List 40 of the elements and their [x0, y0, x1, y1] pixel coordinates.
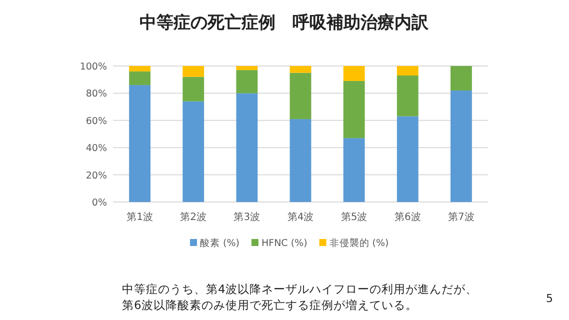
y-tick-label: 60% — [86, 116, 107, 127]
x-tick-label: 第5波 — [340, 211, 368, 223]
bar — [343, 80, 365, 138]
bar — [236, 66, 258, 70]
legend-label: 非侵襲的 (%) — [329, 237, 389, 249]
bar — [129, 66, 150, 72]
bar — [396, 66, 418, 76]
bar — [290, 66, 312, 73]
bar — [182, 66, 204, 77]
bar — [182, 101, 204, 202]
text: 中等症のうち、第4波以降ネーザルハイフローの利用が進んだが、 — [122, 282, 478, 296]
bar — [290, 119, 312, 202]
y-tick-label: 80% — [86, 88, 107, 100]
legend-label: 酸素 (%) — [200, 237, 240, 249]
bar — [450, 90, 472, 202]
x-tick-label: 第4波 — [287, 211, 314, 223]
x-tick-label: 第3波 — [234, 211, 260, 223]
x-tick-label: 第6波 — [394, 211, 421, 223]
bar — [343, 138, 365, 202]
bar — [182, 76, 204, 102]
bar — [396, 116, 418, 202]
bar — [396, 76, 418, 116]
y-tick-label: 20% — [86, 170, 107, 182]
y-tick-label: 100% — [80, 62, 107, 72]
bar — [129, 71, 150, 86]
bar — [236, 70, 258, 94]
x-tick-label: 第2波 — [180, 211, 207, 223]
bar — [343, 66, 365, 81]
bar — [450, 66, 472, 90]
y-tick-label: 40% — [86, 143, 107, 154]
y-tick-label: 0% — [92, 198, 107, 208]
x-tick-label: 第7波 — [448, 211, 474, 223]
chart-title: 中等症の死亡症例 呼吸補助治療内訳 — [140, 13, 430, 33]
bar — [290, 72, 312, 120]
legend-label: HFNC (%) — [261, 238, 308, 249]
bar — [129, 85, 150, 202]
bar — [236, 93, 258, 202]
text: 5 — [546, 292, 553, 305]
text: 第6波以降酸素のみ使用で死亡する症例が増えている。 — [122, 298, 418, 312]
x-tick-label: 第1波 — [126, 211, 153, 223]
